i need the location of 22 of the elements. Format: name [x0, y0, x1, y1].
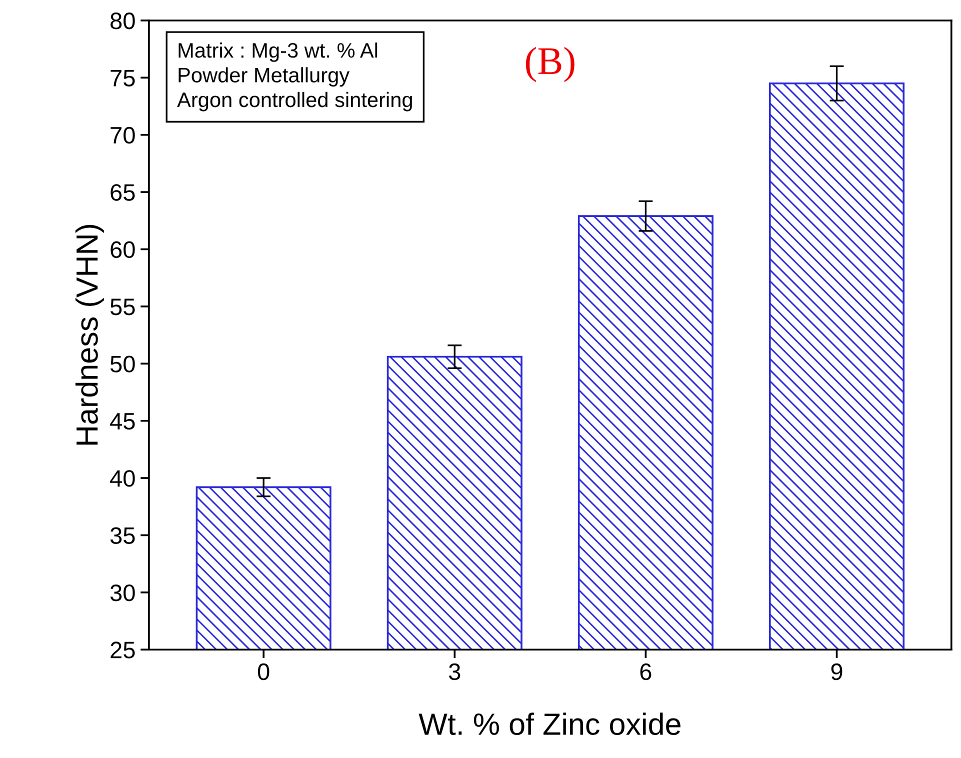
- y-tick-label: 30: [110, 584, 135, 602]
- y-tick-label: 60: [110, 241, 135, 258]
- x-tick-label: 6: [640, 663, 652, 680]
- x-axis-title: Wt. % of Zinc oxide: [418, 712, 680, 736]
- annotation: Argon controlled sintering: [177, 92, 412, 112]
- y-axis-title: Hardness (VHN): [75, 224, 104, 445]
- annotation: Matrix : Mg-3 wt. % Al: [178, 42, 378, 62]
- y-tick-label: 70: [110, 126, 135, 144]
- annotation: (B): [526, 46, 574, 82]
- x-tick-label: 3: [448, 663, 460, 680]
- y-tick-label: 80: [110, 12, 135, 30]
- y-tick-label: 40: [110, 470, 135, 487]
- annotation: Powder Metallurgy: [178, 67, 350, 87]
- y-tick-label: 75: [110, 70, 135, 86]
- y-tick-label: 55: [110, 298, 135, 316]
- x-tick-label: 0: [258, 663, 270, 680]
- y-tick-label: 45: [110, 413, 135, 430]
- y-tick-label: 25: [110, 642, 135, 658]
- y-tick-label: 35: [110, 527, 135, 544]
- y-tick-label: 65: [110, 184, 135, 201]
- x-tick-label: 9: [831, 663, 842, 680]
- y-tick-label: 50: [110, 356, 135, 372]
